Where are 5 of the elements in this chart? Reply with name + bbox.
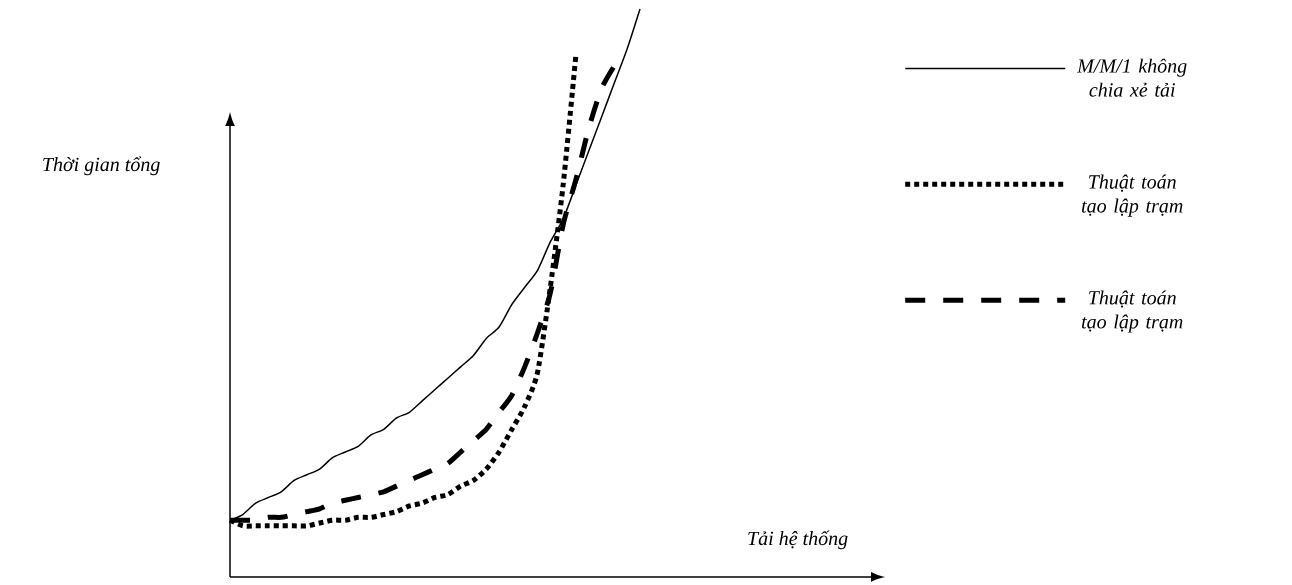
text: Tải hệ thống xyxy=(748,530,848,550)
y-axis-title: Thời gian tổng xyxy=(43,156,160,176)
text: Thuật toán tạo lập trạm xyxy=(1081,290,1183,333)
text: M/M/1 không chia xẻ tải xyxy=(1076,58,1187,97)
text: Thuật toán tạo lập trạm xyxy=(1081,174,1183,217)
